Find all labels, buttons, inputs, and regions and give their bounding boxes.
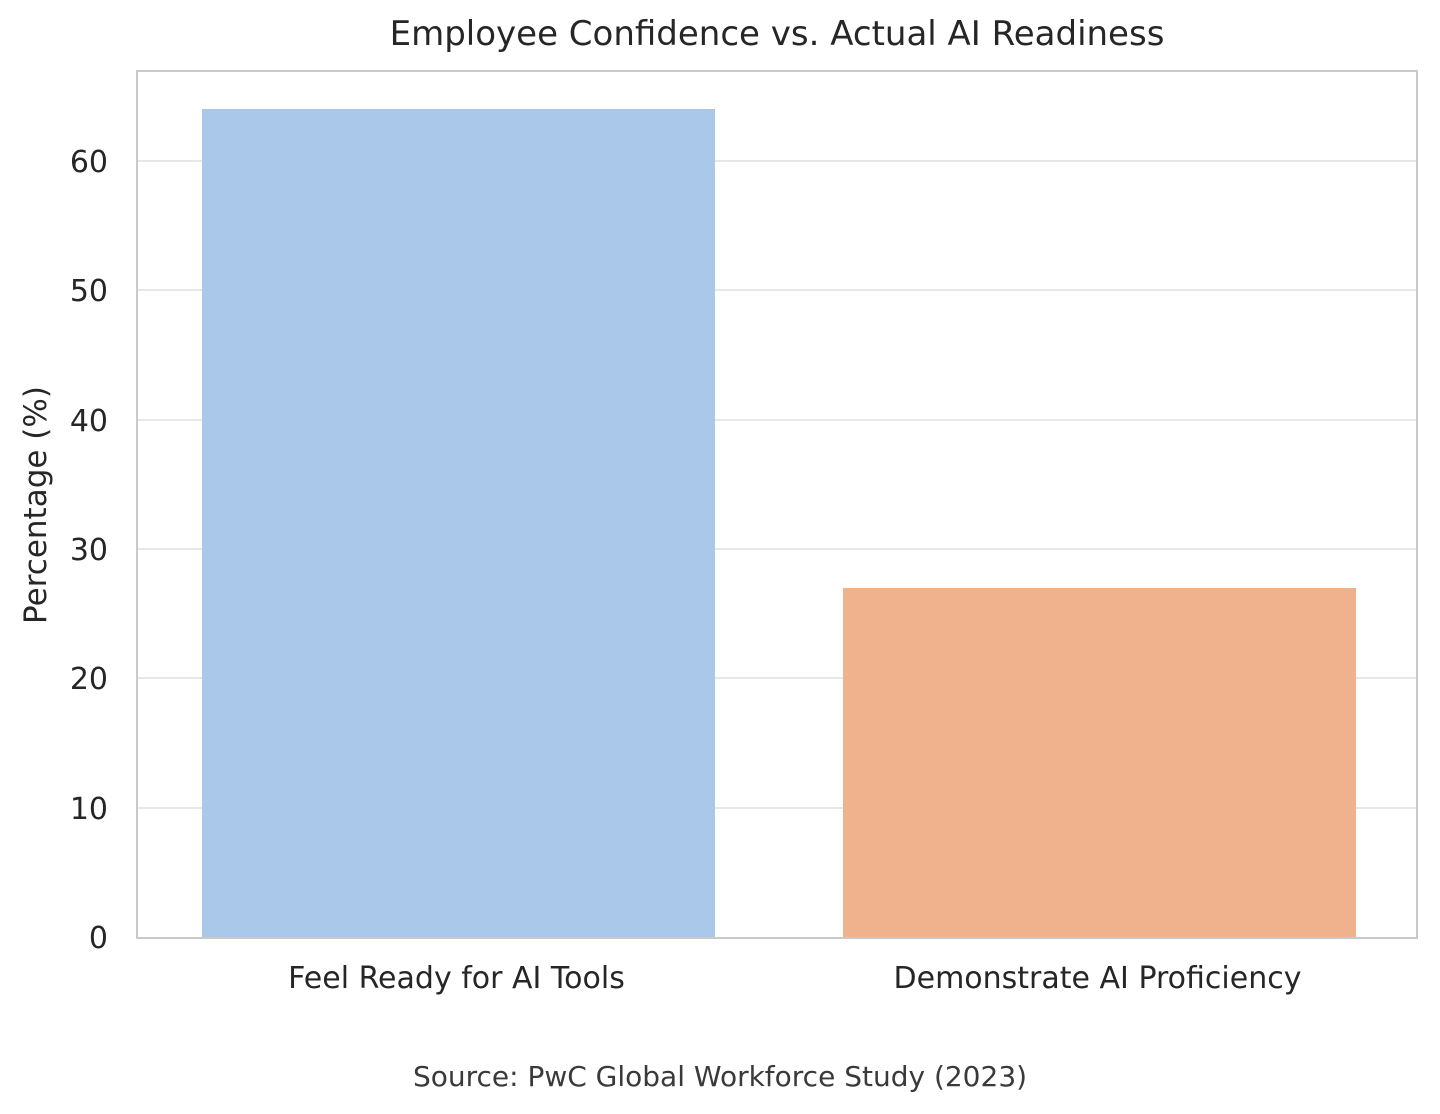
y-tick-label: 0 xyxy=(88,921,108,956)
y-tick-label: 50 xyxy=(69,274,108,310)
gridline xyxy=(138,548,1416,551)
gridline xyxy=(138,806,1416,809)
gridline xyxy=(138,160,1416,163)
gridline xyxy=(138,677,1416,680)
gridline xyxy=(138,289,1416,292)
y-tick-label: 20 xyxy=(69,662,108,698)
source-caption: Source: PwC Global Workforce Study (2023… xyxy=(412,1060,1028,1093)
plot-area xyxy=(136,70,1418,939)
y-tick-label: 40 xyxy=(69,403,108,439)
x-tick-label: Demonstrate AI Proficiency xyxy=(893,961,1302,996)
bar xyxy=(202,109,715,937)
chart-title: Employee Confidence vs. Actual AI Readin… xyxy=(389,14,1165,54)
x-tick-label: Feel Ready for AI Tools xyxy=(288,961,625,996)
gridline xyxy=(138,418,1416,421)
bar xyxy=(843,587,1356,937)
y-tick-label: 10 xyxy=(69,791,108,827)
y-tick-label: 60 xyxy=(69,145,108,181)
y-tick-label: 30 xyxy=(69,533,108,569)
